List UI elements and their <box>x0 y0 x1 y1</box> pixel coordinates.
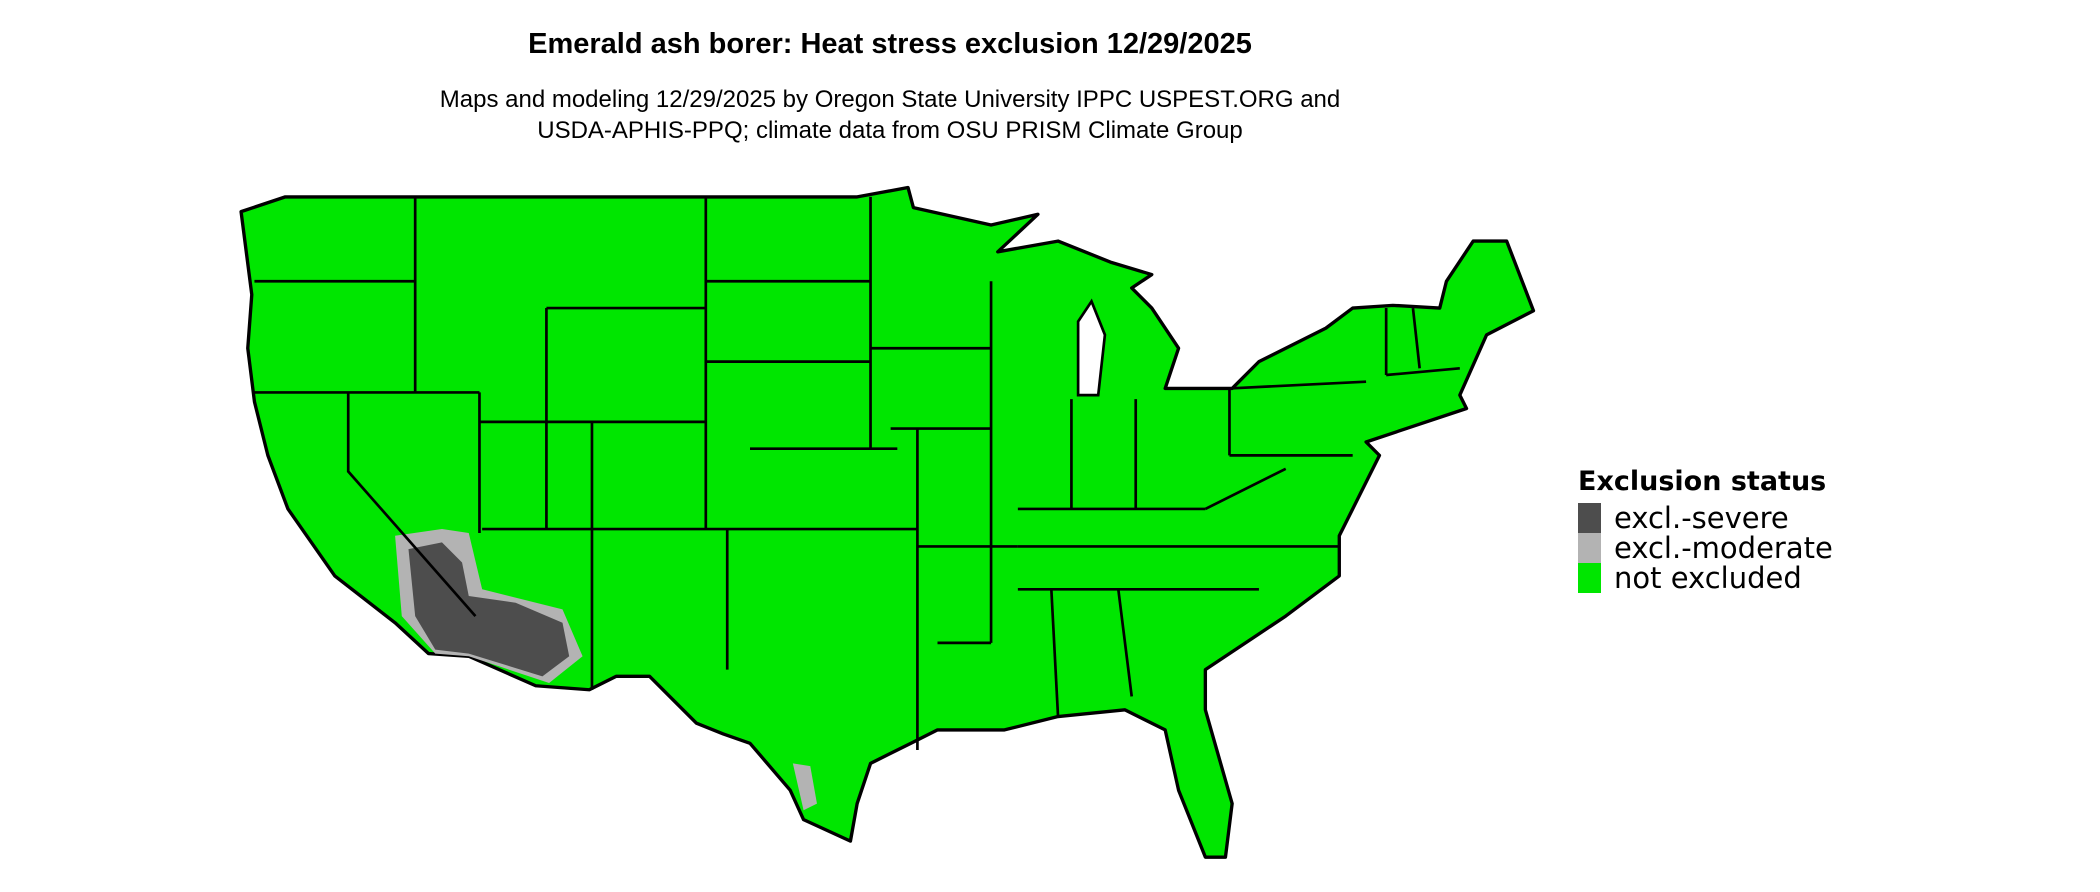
legend-label: excl.-severe <box>1614 501 1789 535</box>
map-title: Emerald ash borer: Heat stress exclusion… <box>528 28 1252 60</box>
legend-title: Exclusion status <box>1578 466 1827 497</box>
us-outline <box>239 185 1536 859</box>
excl-moderate-texas <box>792 763 817 811</box>
excluded-areas <box>395 529 817 811</box>
map-subtitle-line-2: USDA-APHIS-PPQ; climate data from OSU PR… <box>537 117 1243 144</box>
legend-swatch-severe <box>1578 503 1601 533</box>
legend-label: excl.-moderate <box>1614 531 1833 565</box>
legend-item-severe: excl.-severe <box>1578 501 1833 535</box>
legend: Exclusion status excl.-severe excl.-mode… <box>1578 466 1833 595</box>
legend-swatch-moderate <box>1578 533 1601 563</box>
legend-item-not-excluded: not excluded <box>1578 561 1833 595</box>
legend-label: not excluded <box>1614 561 1802 595</box>
state-borders <box>254 196 1460 751</box>
excl-severe-area <box>408 542 570 677</box>
legend-item-moderate: excl.-moderate <box>1578 531 1833 565</box>
legend-swatch-not-excluded <box>1578 563 1601 593</box>
lake-michigan <box>1076 298 1107 397</box>
map-subtitle-line-1: Maps and modeling 12/29/2025 by Oregon S… <box>439 86 1341 113</box>
